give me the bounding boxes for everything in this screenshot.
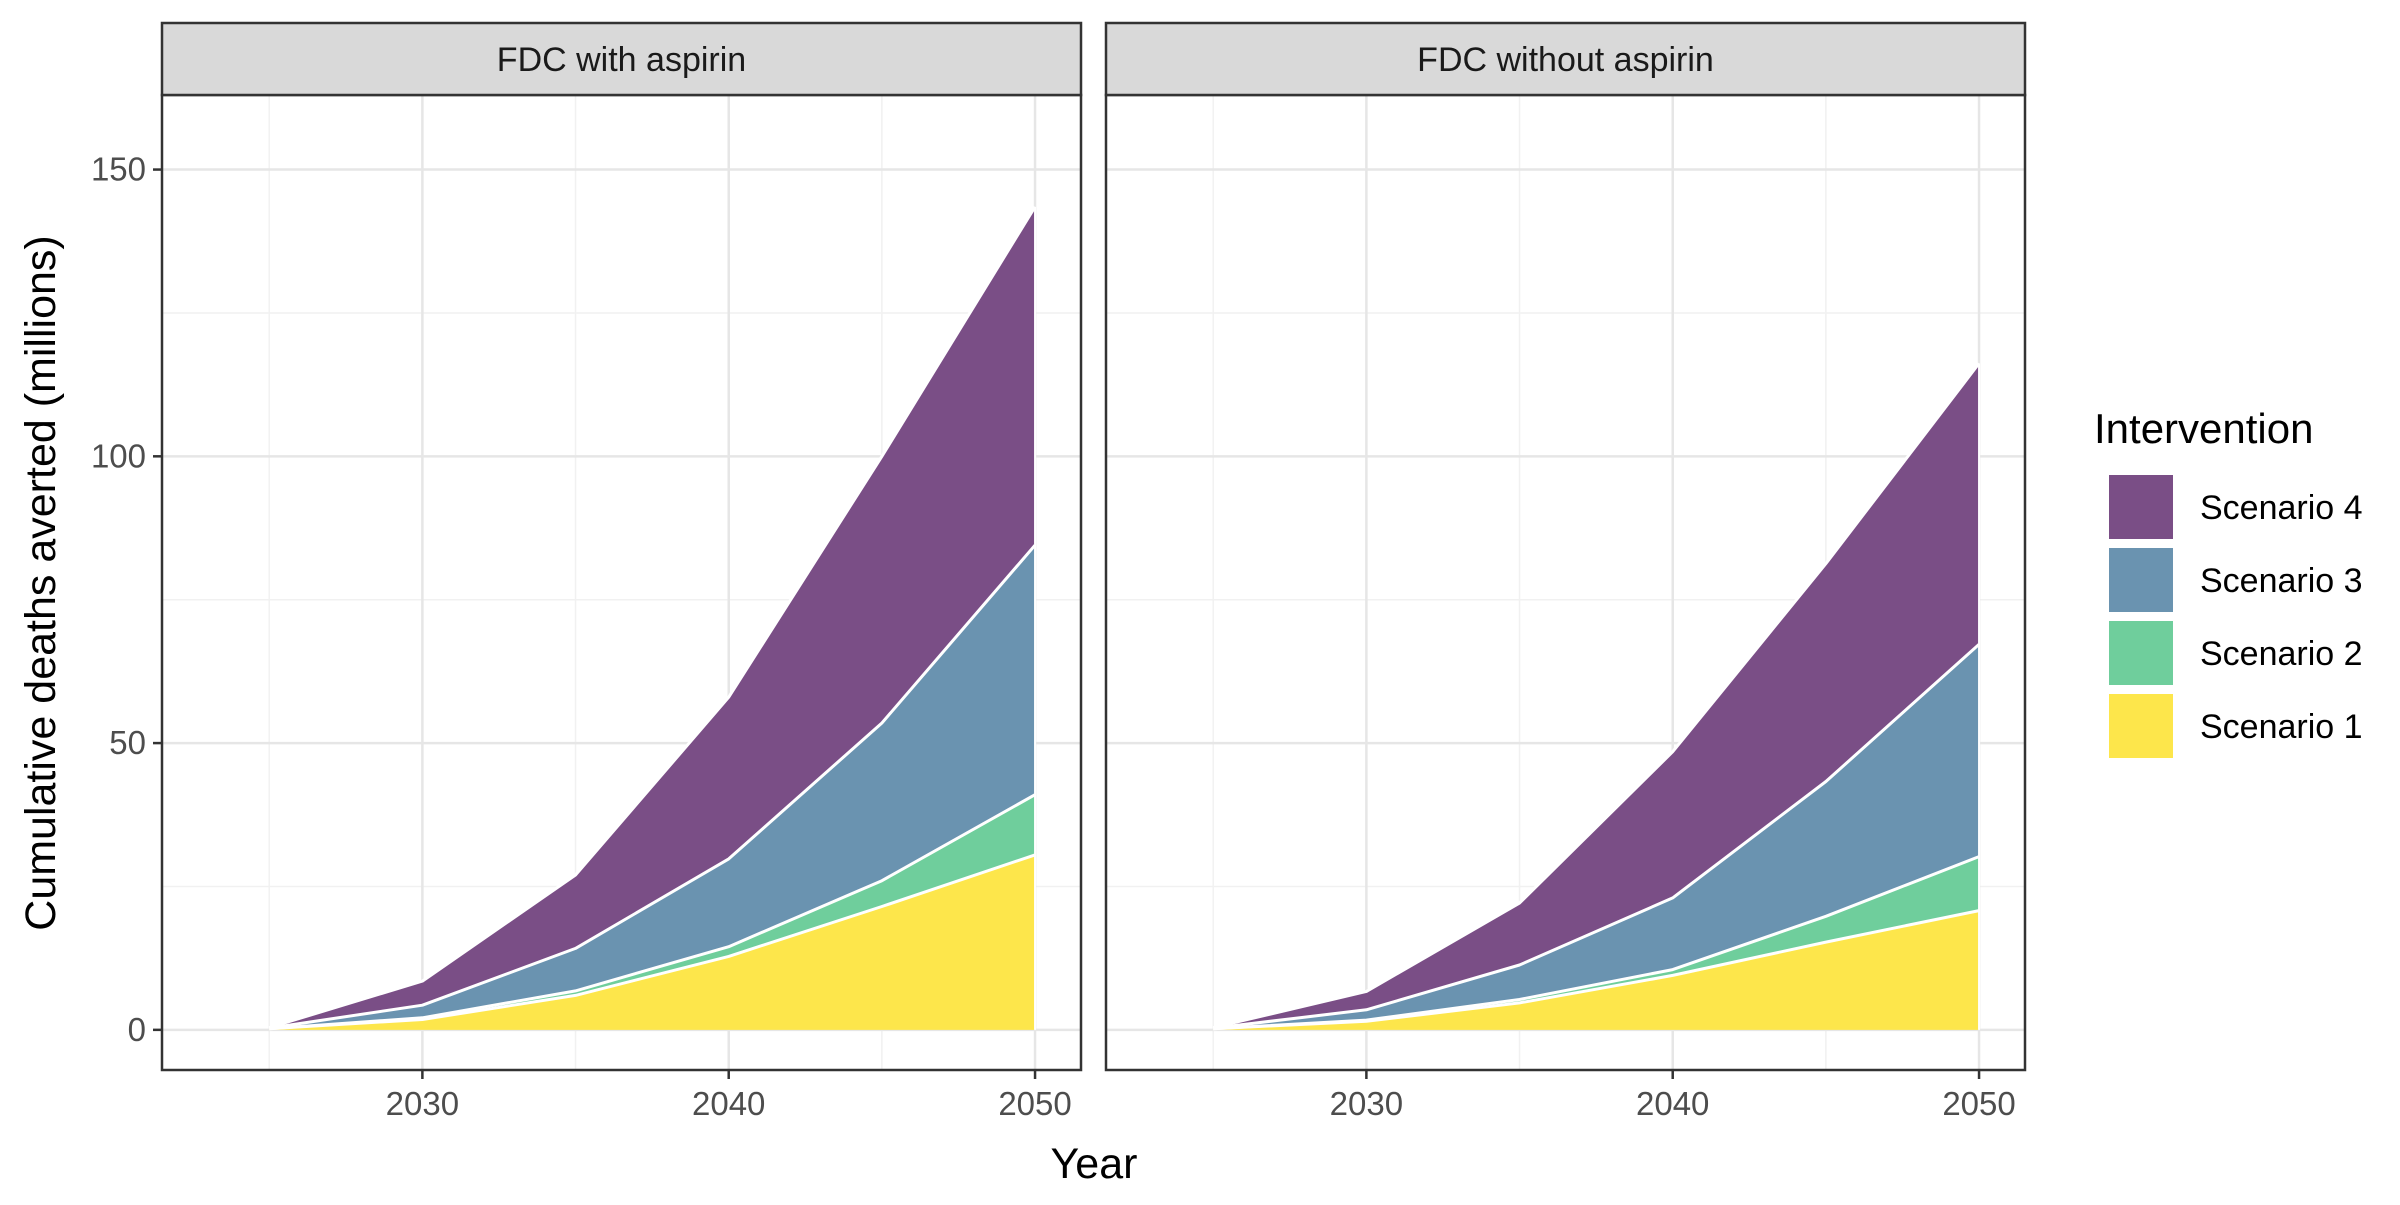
legend-entries: Scenario 4 Scenario 3 Scenario 2 Scenario 1 <box>2109 475 2363 758</box>
x-tick-label: 2040 <box>692 1085 765 1122</box>
area-scenario-3 <box>1213 644 1979 1029</box>
y-tick-label: 150 <box>91 151 146 188</box>
y-tick-label: 0 <box>128 1011 146 1048</box>
facet-strip <box>160 21 1083 97</box>
facet-panel-2: FDC without aspirin 2030 2040 2050 <box>1104 21 2027 1122</box>
legend-label-scenario-1: Scenario 1 <box>2200 708 2363 746</box>
facet-panel-1: FDC with aspirin 2030 2040 2050 0 50 100 150 <box>91 21 1083 1122</box>
x-tick-label: 2040 <box>1636 1085 1709 1122</box>
outline-scenario-4 <box>1212 362 1981 1030</box>
area-scenario-3 <box>269 545 1035 1029</box>
facet-strip-title: FDC with aspirin <box>497 41 746 79</box>
y-tick-label: 50 <box>109 724 146 761</box>
outline-scenario-2 <box>1213 855 1980 1031</box>
facet-strip <box>1104 21 2027 97</box>
legend-label-scenario-2: Scenario 2 <box>2200 635 2363 673</box>
legend-swatch-scenario-1 <box>2109 694 2173 758</box>
outline-scenario-3 <box>1213 643 1981 1030</box>
legend-swatch-scenario-2 <box>2109 621 2173 685</box>
legend-swatch-scenario-3 <box>2109 548 2173 612</box>
legend-label-scenario-4: Scenario 4 <box>2200 489 2363 527</box>
y-axis-title: Cumulative deaths averted (millions) <box>17 235 65 930</box>
x-tick-label: 2030 <box>386 1085 459 1122</box>
outline-scenario-3 <box>268 544 1037 1030</box>
outline-scenario-2 <box>269 793 1036 1031</box>
outline-scenario-4 <box>268 206 1037 1030</box>
area-scenario-1 <box>1213 910 1979 1030</box>
x-tick-label: 2050 <box>1942 1085 2015 1122</box>
area-scenario-1 <box>269 854 1035 1030</box>
legend-label-scenario-3: Scenario 3 <box>2200 562 2363 600</box>
area-scenario-4 <box>1213 363 1979 1029</box>
legend-title: Intervention <box>2094 405 2313 452</box>
x-tick-label: 2050 <box>998 1085 1071 1122</box>
area-scenario-4 <box>269 206 1035 1029</box>
y-tick-label: 100 <box>91 437 146 474</box>
x-axis-title: Year <box>1051 1140 1138 1188</box>
legend-swatch-scenario-4 <box>2109 475 2173 539</box>
x-tick-label: 2030 <box>1330 1085 1403 1122</box>
facet-strip-title: FDC without aspirin <box>1417 41 1714 79</box>
